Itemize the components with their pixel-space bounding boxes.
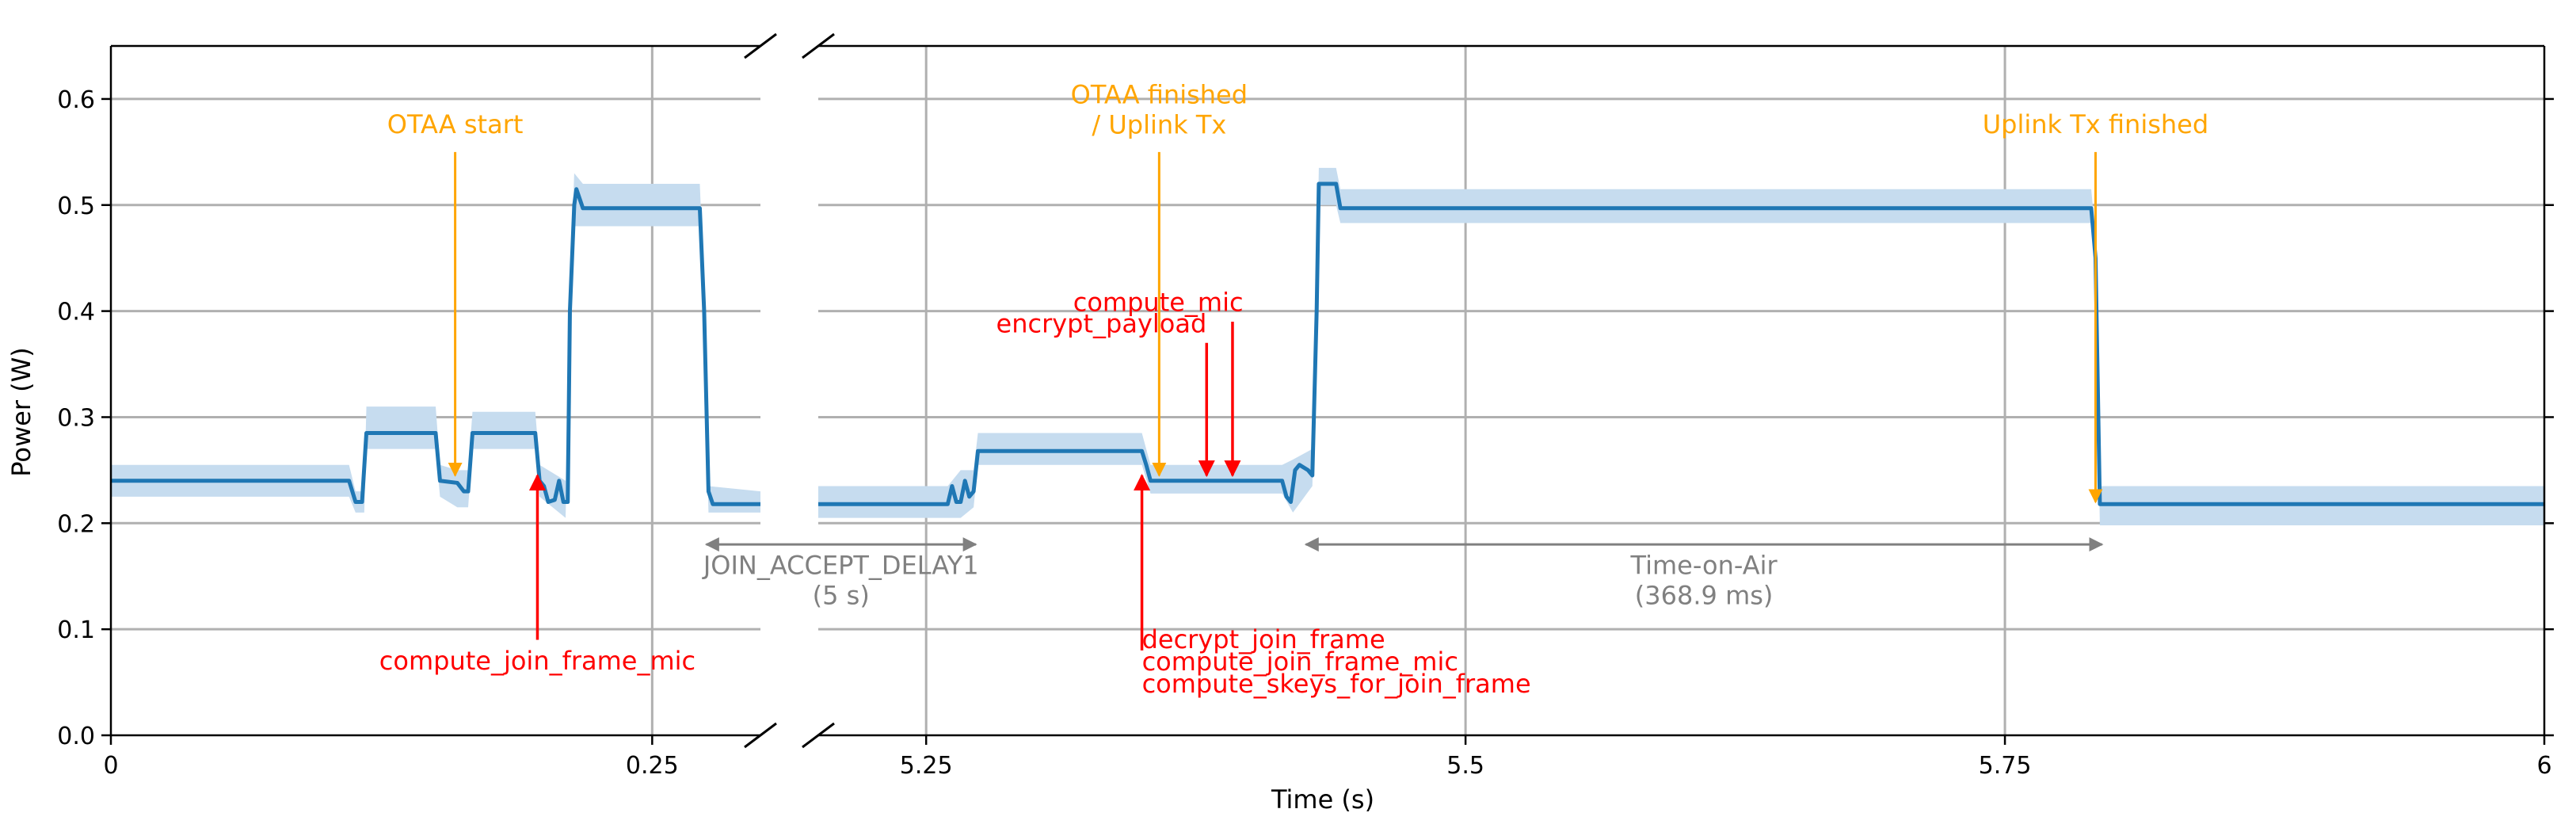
plot-area: 0.0 0.1 0.2 0.3 0.4 0.5 0.6 0 0.25 5.25 5.5 5.75 6 OT… — [57, 32, 2554, 780]
event-label-1-line-1: / Uplink Tx — [1092, 109, 1226, 139]
x-tick-label-left-1: 0.25 — [626, 752, 679, 780]
event-label-0-line-0: OTAA start — [387, 109, 524, 139]
y-tick-label-5: 0.5 — [57, 193, 95, 220]
grid — [111, 46, 2544, 735]
axis-break-mark-0 — [744, 32, 777, 59]
axis-break-mark-3 — [802, 722, 835, 749]
y-tick-label-0: 0.0 — [57, 723, 95, 750]
x-tick-label-right-1: 5.5 — [1446, 752, 1484, 780]
interval-label-0-line-0: JOIN_ACCEPT_DELAY1 — [702, 551, 979, 581]
function-label-3-line-2: compute_skeys_for_join_frame — [1142, 669, 1531, 699]
axis-break-mark-2 — [802, 32, 835, 59]
x-tick-label-right-2: 5.75 — [1979, 752, 2032, 780]
interval-label-0: JOIN_ACCEPT_DELAY1 (5 s) — [702, 551, 979, 611]
series-line-right — [818, 181, 2544, 506]
x-tick-label-right-3: 6 — [2536, 752, 2551, 780]
interval-label-0-line-1: (5 s) — [813, 581, 870, 611]
series-line-left — [111, 187, 760, 506]
power-band-right — [818, 167, 2544, 525]
function-label-2-line-0: encrypt_payload — [996, 308, 1207, 338]
power-band-left — [111, 173, 760, 518]
event-label-1: OTAA finished / Uplink Tx — [1071, 79, 1248, 139]
y-tick-label-3: 0.3 — [57, 404, 95, 432]
function-label-3-line-0: decrypt_join_frame — [1142, 624, 1385, 654]
function-label-0-line-0: compute_join_frame_mic — [379, 646, 695, 676]
function-label-1: compute_mic — [1073, 288, 1244, 318]
interval-label-1: Time-on-Air (368.9 ms) — [1630, 551, 1778, 611]
function-label-3: decrypt_join_frame compute_join_frame_mic… — [1142, 624, 1531, 699]
event-label-0: OTAA start — [387, 109, 524, 139]
interval-label-1-line-0: Time-on-Air — [1630, 551, 1778, 581]
function-label-3-line-1: compute_join_frame_mic — [1142, 647, 1458, 677]
function-label-1-line-0: compute_mic — [1073, 288, 1244, 318]
x-axis-label: Time (s) — [1271, 784, 1374, 815]
axis-break-mark-1 — [744, 722, 777, 749]
x-tick-label-right-0: 5.25 — [900, 752, 953, 780]
y-axis-label: Power (W) — [6, 347, 36, 477]
event-label-1-line-0: OTAA finished — [1071, 79, 1248, 109]
event-label-2: Uplink Tx finished — [1983, 109, 2208, 139]
function-label-2: encrypt_payload — [996, 308, 1207, 338]
x-tick-label-left-0: 0 — [103, 752, 118, 780]
y-tick-label-2: 0.2 — [57, 510, 95, 538]
event-label-2-line-0: Uplink Tx finished — [1983, 109, 2208, 139]
y-tick-label-1: 0.1 — [57, 616, 95, 644]
y-tick-label-6: 0.6 — [57, 86, 95, 114]
function-label-0: compute_join_frame_mic — [379, 646, 695, 676]
y-tick-label-4: 0.4 — [57, 299, 95, 326]
interval-label-1-line-1: (368.9 ms) — [1635, 581, 1774, 611]
